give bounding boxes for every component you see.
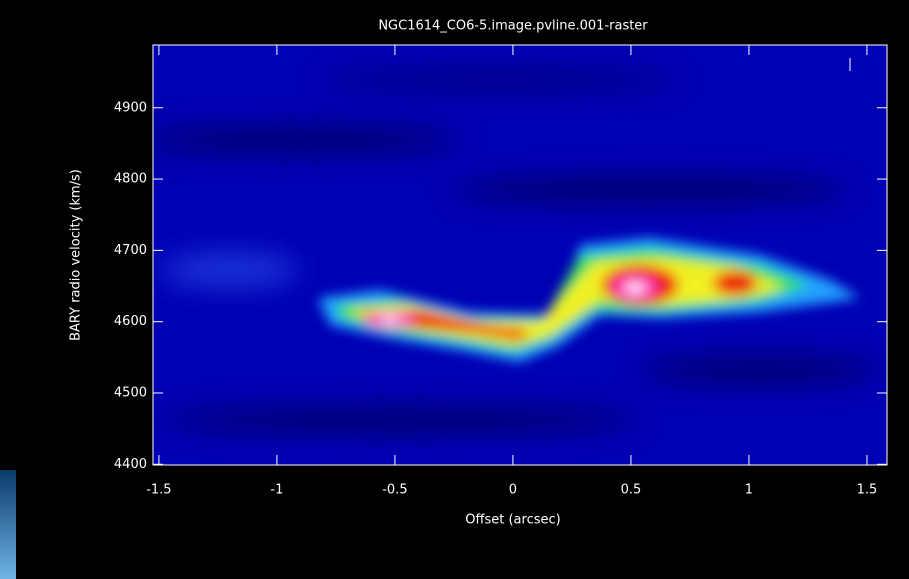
y-tick-label: 4900 (114, 100, 147, 115)
chart-title: NGC1614_CO6-5.image.pvline.001-raster (378, 19, 648, 34)
x-tick-label: 1 (745, 483, 753, 498)
x-axis-label: Offset (arcsec) (465, 513, 560, 528)
y-tick-label: 4800 (114, 172, 147, 187)
x-tick-label: 0.5 (621, 483, 642, 498)
plot-frame (152, 44, 888, 466)
raster (153, 45, 887, 465)
x-tick-label: 0 (509, 483, 517, 498)
x-tick-label: 1.5 (857, 483, 878, 498)
y-tick-label: 4600 (114, 314, 147, 329)
x-tick-label: -0.5 (382, 483, 407, 498)
x-tick-label: -1 (270, 483, 283, 498)
y-axis-label: BARY radio velocity (km/s) (69, 169, 84, 341)
y-tick-label: 4500 (114, 385, 147, 400)
x-tick-label: -1.5 (146, 483, 171, 498)
desktop-edge (0, 470, 16, 579)
y-tick-label: 4700 (114, 243, 147, 258)
y-tick-label: 4400 (114, 457, 147, 472)
